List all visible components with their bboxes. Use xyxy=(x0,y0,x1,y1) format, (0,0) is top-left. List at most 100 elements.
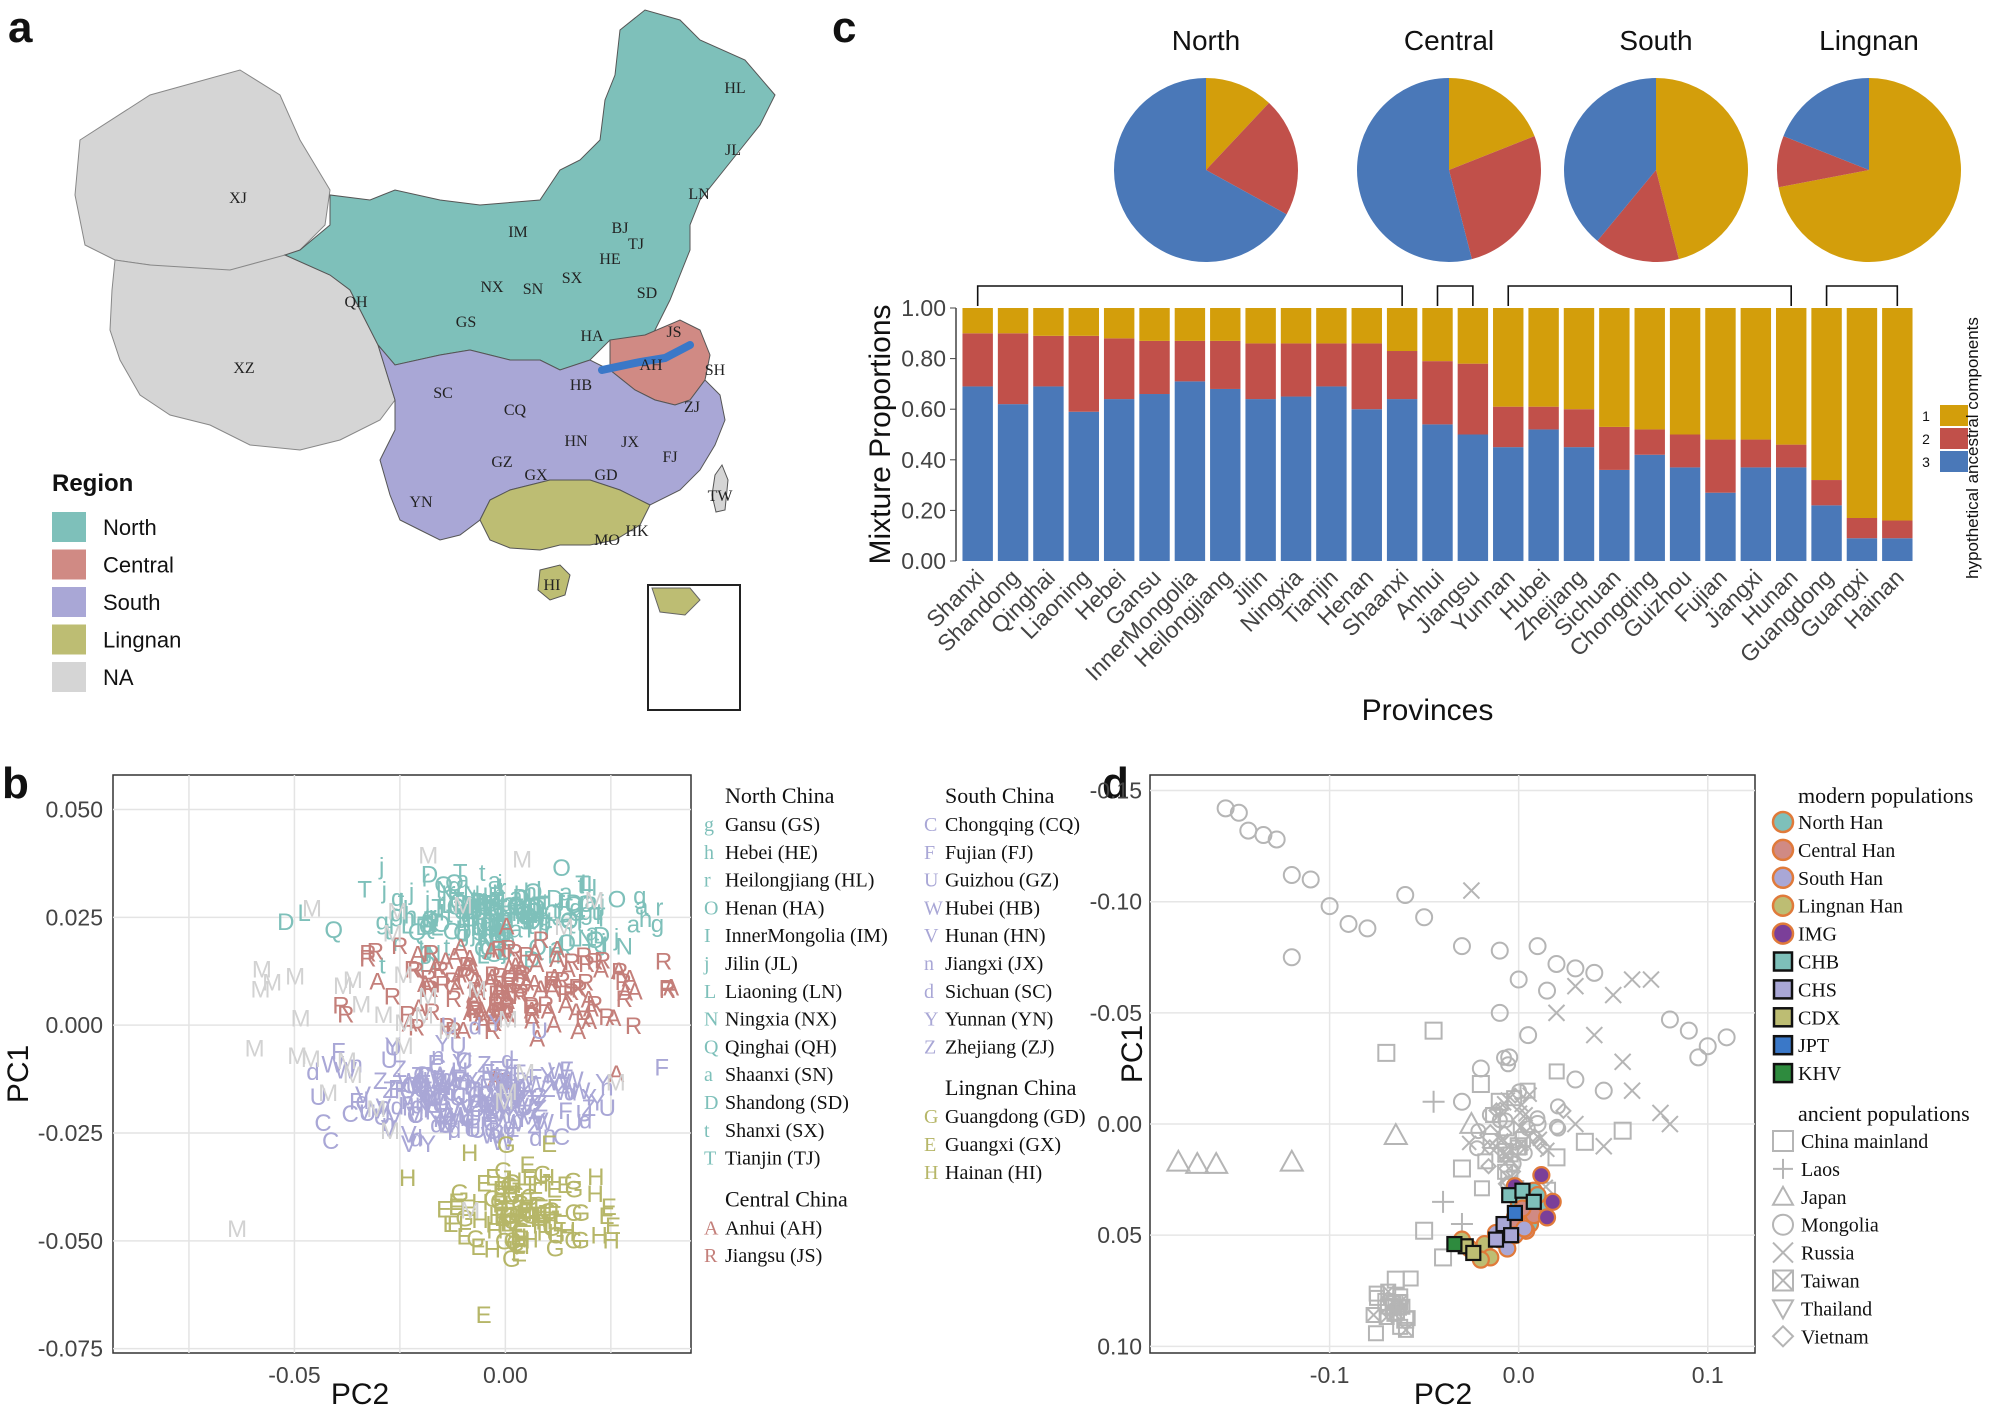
pca-b-legend-key: H xyxy=(924,1162,938,1184)
pca-b-point: U xyxy=(498,1078,515,1105)
pca-b-point: A xyxy=(508,953,524,980)
pca-b-point: G xyxy=(565,1177,584,1204)
panel-letter-d: d xyxy=(1102,759,1129,808)
pca-b-point: E xyxy=(517,1197,533,1224)
pca-b-point: I xyxy=(543,915,550,942)
pca-b-point: A xyxy=(487,1066,503,1093)
pca-b-point: n xyxy=(419,1083,432,1110)
bar-segment xyxy=(1775,444,1807,468)
bar-segment xyxy=(1528,406,1559,430)
pca-d-legend-label: North Han xyxy=(1798,812,1883,834)
pca-b-point: T xyxy=(494,901,509,928)
pca-b-point: O xyxy=(577,891,596,918)
pie-title: South xyxy=(1619,25,1692,56)
map-province-label: TJ xyxy=(628,236,644,253)
pca-b-point: G xyxy=(508,1202,527,1229)
pca-d-point xyxy=(1424,1021,1443,1040)
pca-b-point: V xyxy=(418,1087,434,1114)
pca-b-point: A xyxy=(529,1026,545,1053)
bar-legend-label: 1 xyxy=(1922,408,1930,424)
pca-b-point: d xyxy=(430,1111,443,1138)
pca-b-point: a xyxy=(452,891,466,918)
pca-scatter-d: -0.15 -0.10 -0.05 0.00 0.05 0.10 -0.1 0.0 0.1 PC2… xyxy=(1090,774,1973,1410)
pca-b-point: H xyxy=(461,1140,478,1167)
pca-b-point: a xyxy=(559,879,573,906)
pca-b-point: G xyxy=(506,1230,525,1257)
pca-b-point: n xyxy=(415,1089,428,1116)
pca-b-point: R xyxy=(659,977,676,1004)
bar-segment xyxy=(1493,447,1524,561)
bar-segment xyxy=(1669,308,1701,435)
pca-b-point: M xyxy=(374,1002,394,1029)
pca-b-point: Y xyxy=(436,1105,452,1132)
pca-b-point: M xyxy=(380,1118,400,1145)
pca-b-point: M xyxy=(606,1070,626,1097)
pca-b-point: T xyxy=(591,903,606,930)
pca-b-legend-label: Hunan (HN) xyxy=(945,925,1046,947)
pca-b-point: r xyxy=(429,902,437,929)
pca-b-legend-label: Fujian (FJ) xyxy=(945,842,1033,864)
pca-b-point: n xyxy=(514,1073,527,1100)
bar-segment xyxy=(1103,338,1135,400)
pca-b-point: A xyxy=(533,976,549,1003)
pca-b-point: Q xyxy=(528,935,547,962)
pca-b-point: W xyxy=(489,1068,512,1095)
pca-b-point: Q xyxy=(450,889,469,916)
pca-b-point: R xyxy=(575,943,592,970)
pca-b-point: d xyxy=(564,1079,577,1106)
pca-b-point: G xyxy=(494,1158,513,1185)
pca-b-point: L xyxy=(471,914,484,941)
pca-b-point: H xyxy=(542,1200,559,1227)
pca-b-point: n xyxy=(432,1062,445,1089)
pca-b-point: E xyxy=(557,1172,573,1199)
pca-b-point: R xyxy=(359,946,376,973)
pca-b-point: j xyxy=(613,924,619,951)
pca-b-point: n xyxy=(439,1065,452,1092)
pca-d-legend-label: Mongolia xyxy=(1801,1215,1879,1237)
pca-b-point: G xyxy=(571,1227,590,1254)
pca-b-point: g xyxy=(487,894,500,921)
pca-b-point: R xyxy=(337,1002,354,1029)
map-province-label: AH xyxy=(639,357,663,374)
pca-b-point: W xyxy=(502,1110,525,1137)
pca-b-point: A xyxy=(410,942,426,969)
pca-b-point: n xyxy=(458,1067,471,1094)
pca-b-point: F xyxy=(512,1060,527,1087)
pca-b-point: M xyxy=(394,1010,414,1037)
pca-b-point: R xyxy=(490,998,507,1025)
pca-b-point: g xyxy=(499,916,512,943)
pca-b-point: G xyxy=(451,1180,470,1207)
pca-b-point: M xyxy=(453,893,473,920)
pca-b-point: R xyxy=(500,972,517,999)
pca-b-point: g xyxy=(472,915,485,942)
bar-segment xyxy=(1280,343,1312,397)
pca-b-point: j xyxy=(381,878,387,905)
pca-b-point: U xyxy=(310,1084,327,1111)
pca-b-point: G xyxy=(506,1181,525,1208)
pca-b-point: D xyxy=(484,891,501,918)
map-province-label: JX xyxy=(621,434,639,451)
pca-b-point: d xyxy=(448,1117,461,1144)
pca-b-point: V xyxy=(481,1071,497,1098)
pca-b-point: h xyxy=(521,902,534,929)
pca-b-point: U xyxy=(399,1078,416,1105)
pca-d-point xyxy=(1613,1053,1632,1071)
pca-b-point: U xyxy=(516,1094,533,1121)
pca-b-point: h xyxy=(489,889,502,916)
pca-b-legend-key: U xyxy=(924,870,939,892)
pca-d-point xyxy=(1493,1132,1509,1149)
pca-b-point: N xyxy=(507,901,524,928)
pca-b-point: N xyxy=(577,926,594,953)
pca-b-point: F xyxy=(480,1060,495,1087)
panel-letter-a: a xyxy=(8,3,33,52)
pca-b-point: Z xyxy=(373,1068,388,1095)
pca-b-point: g xyxy=(569,895,582,922)
pca-b-point: C xyxy=(433,1085,450,1112)
pca-b-point: V xyxy=(491,1106,507,1133)
pca-b-point: U xyxy=(413,1076,430,1103)
pca-b-point: d xyxy=(415,1068,428,1095)
pca-b-point: h xyxy=(425,905,438,932)
pca-b-point: A xyxy=(499,913,515,940)
pca-d-legend-label: Laos xyxy=(1801,1159,1840,1181)
